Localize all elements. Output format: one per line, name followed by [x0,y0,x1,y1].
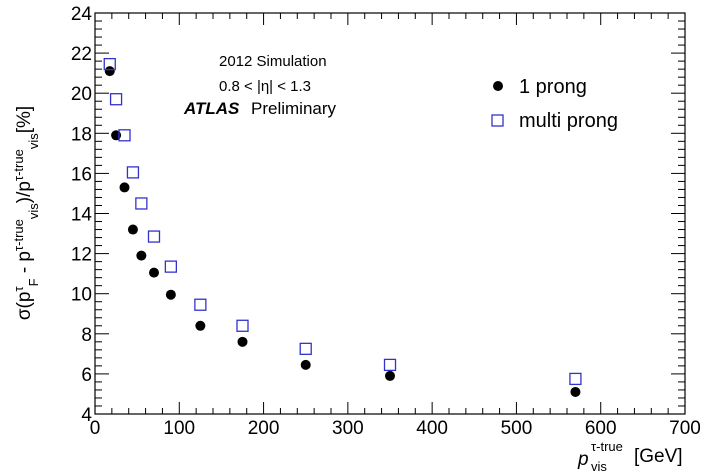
point-1-prong [104,66,115,77]
x-tick-label: 700 [669,418,701,439]
y-tick-label: 22 [71,44,92,65]
eta-range-label: 0.8 < |η| < 1.3 [219,78,311,95]
legend: 1 prong multi prong [491,76,618,132]
point-multi-prong [126,166,140,179]
point-multi-prong [236,319,249,332]
x-axis-label-sub: vis [591,459,607,474]
point-multi-prong [383,358,397,372]
x-tick-label: 600 [585,418,617,439]
y-tick-label: 4 [81,405,92,426]
y-tick-label: 24 [71,4,93,25]
x-tick-label: 500 [501,418,533,439]
y-tick-label: 20 [71,84,92,105]
legend-label-multi-prong: multi prong [519,110,618,132]
legend-marker-multi-prong [491,114,504,127]
point-multi-prong [118,129,131,142]
simulation-label: 2012 Simulation [219,53,327,70]
point-multi-prong [135,197,148,210]
x-tick-label: 200 [248,418,280,439]
point-multi-prong [109,93,123,106]
point-1-prong [300,359,311,370]
point-1-prong [195,320,206,331]
point-multi-prong [147,230,161,243]
y-tick-label: 12 [71,245,92,266]
point-1-prong [165,289,176,300]
axis-tick-labels: 0 100 200 300 400 500 600 700 4 6 8 10 12 14 16 18 20 22 2… [71,4,701,439]
point-1-prong [149,267,159,278]
point-multi-prong [299,342,312,355]
y-tick-label: 18 [71,124,92,145]
point-1-prong [237,336,248,347]
point-multi-prong [194,298,207,311]
legend-marker-1-prong [493,81,503,91]
y-tick-label: 6 [81,365,92,386]
y-tick-label: 14 [71,205,93,226]
data-markers [103,57,582,397]
point-multi-prong [569,372,582,386]
point-1-prong [385,370,395,381]
y-tick-label: 10 [71,285,92,306]
x-tick-label: 300 [332,418,364,439]
point-multi-prong [103,57,116,71]
x-tick-label: 400 [416,418,448,439]
point-1-prong [119,182,130,193]
preliminary-label: Preliminary [251,99,337,118]
x-axis-label: p [577,449,589,470]
atlas-label: ATLAS [183,99,240,118]
legend-label-1-prong: 1 prong [519,76,587,98]
point-1-prong [136,250,147,261]
y-tick-label: 8 [81,325,92,346]
x-tick-label: 0 [90,418,101,439]
x-axis-label-unit: [GeV] [634,446,683,467]
x-tick-label: 100 [163,418,195,439]
point-1-prong [127,224,138,235]
point-multi-prong [164,260,178,273]
y-tick-label: 16 [71,164,92,185]
x-axis-label-sup: τ-true [591,439,623,454]
point-1-prong [570,386,581,397]
axis-ticks [94,12,686,415]
